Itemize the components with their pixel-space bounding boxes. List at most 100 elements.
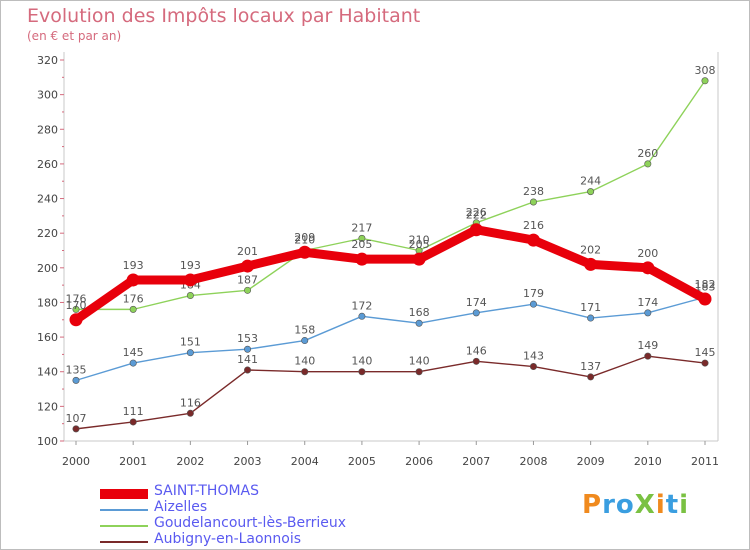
data-point	[241, 259, 255, 273]
data-label: 179	[523, 287, 544, 300]
data-point	[129, 359, 137, 367]
data-point	[644, 352, 652, 360]
data-point	[526, 233, 540, 247]
y-tick-label: 200	[37, 262, 58, 275]
data-label: 226	[466, 206, 487, 219]
data-label: 201	[237, 245, 258, 258]
logo-letter: P	[582, 490, 603, 520]
data-point	[587, 188, 595, 196]
y-tick-label: 160	[37, 331, 58, 344]
data-point	[469, 223, 483, 237]
data-label: 140	[351, 355, 372, 368]
data-point	[587, 373, 595, 381]
logo-letter: r	[602, 490, 616, 520]
data-label: 210	[294, 234, 315, 247]
data-label: 174	[637, 296, 658, 309]
data-point	[244, 345, 252, 353]
logo-letter: X	[634, 490, 656, 520]
data-label: 168	[409, 306, 430, 319]
data-point	[701, 77, 709, 85]
data-label: 158	[294, 324, 315, 337]
data-point	[412, 252, 426, 266]
data-label: 111	[123, 405, 144, 418]
legend-swatch-saint-thomas	[100, 489, 148, 499]
data-point	[358, 234, 366, 242]
data-point	[183, 273, 197, 287]
data-point	[472, 309, 480, 317]
chart-title: Evolution des Impôts locaux par Habitant	[27, 5, 421, 27]
legend-label-saint-thomas: SAINT-THOMAS	[154, 483, 259, 499]
data-label: 205	[409, 238, 430, 251]
x-tick-label: 2009	[577, 455, 605, 468]
data-point	[415, 319, 423, 327]
y-tick-label: 120	[37, 400, 58, 413]
data-label: 174	[466, 296, 487, 309]
data-point	[355, 252, 369, 266]
proxiti-logo[interactable]: ProXiti	[582, 490, 689, 520]
data-label: 205	[351, 238, 372, 251]
data-label: 145	[695, 346, 716, 359]
data-point	[69, 313, 83, 327]
legend-swatch-aubigny	[100, 541, 148, 543]
data-point	[186, 409, 194, 417]
x-tick-label: 2001	[119, 455, 147, 468]
data-point	[129, 418, 137, 426]
data-point	[301, 337, 309, 345]
data-point	[126, 273, 140, 287]
data-label: 172	[351, 299, 372, 312]
y-tick-label: 320	[37, 54, 58, 67]
data-label: 244	[580, 175, 601, 188]
y-tick-label: 220	[37, 227, 58, 240]
data-label: 145	[123, 346, 144, 359]
legend-swatch-goudelancourt	[100, 525, 148, 527]
data-point	[644, 160, 652, 168]
legend-label-goudelancourt: Goudelancourt-lès-Berrieux	[154, 515, 347, 531]
data-label: 151	[180, 336, 201, 349]
logo-letter: i	[679, 490, 690, 520]
data-label: 308	[695, 64, 716, 77]
x-tick-label: 2003	[234, 455, 262, 468]
legend-label-aubigny: Aubigny-en-Laonnois	[154, 531, 302, 547]
data-label: 149	[637, 339, 658, 352]
data-label: 260	[637, 147, 658, 160]
data-label: 176	[66, 292, 87, 305]
x-tick-label: 2006	[405, 455, 433, 468]
y-tick-label: 140	[37, 366, 58, 379]
series-line	[75, 296, 706, 382]
data-label: 209	[294, 231, 315, 244]
data-point	[701, 359, 709, 367]
data-label: 200	[637, 247, 658, 260]
data-point	[584, 257, 598, 271]
chart-subtitle: (en € et par an)	[27, 29, 122, 43]
data-point	[415, 368, 423, 376]
data-point	[698, 292, 712, 306]
y-tick-label: 180	[37, 296, 58, 309]
data-point	[358, 312, 366, 320]
data-label: 140	[409, 355, 430, 368]
data-label: 183	[695, 280, 716, 293]
data-label: 143	[523, 350, 544, 363]
data-label: 202	[580, 243, 601, 256]
data-point	[358, 368, 366, 376]
data-label: 193	[180, 259, 201, 272]
y-tick-label: 300	[37, 89, 58, 102]
data-label: 222	[466, 209, 487, 222]
series-line	[71, 225, 710, 325]
legend-swatch-aizelles	[100, 509, 148, 511]
x-tick-label: 2002	[176, 455, 204, 468]
data-point	[298, 245, 312, 259]
data-label: 193	[123, 259, 144, 272]
data-point	[529, 363, 537, 371]
data-point	[186, 292, 194, 300]
data-label: 171	[580, 301, 601, 314]
x-tick-label: 2000	[62, 455, 90, 468]
data-label: 140	[294, 355, 315, 368]
data-label: 182	[695, 278, 716, 291]
y-tick-label: 100	[37, 435, 58, 448]
x-tick-label: 2011	[691, 455, 719, 468]
logo-letter: o	[615, 490, 635, 520]
x-tick-label: 2004	[291, 455, 319, 468]
data-label: 170	[66, 299, 87, 312]
data-point	[472, 357, 480, 365]
data-point	[72, 425, 80, 433]
